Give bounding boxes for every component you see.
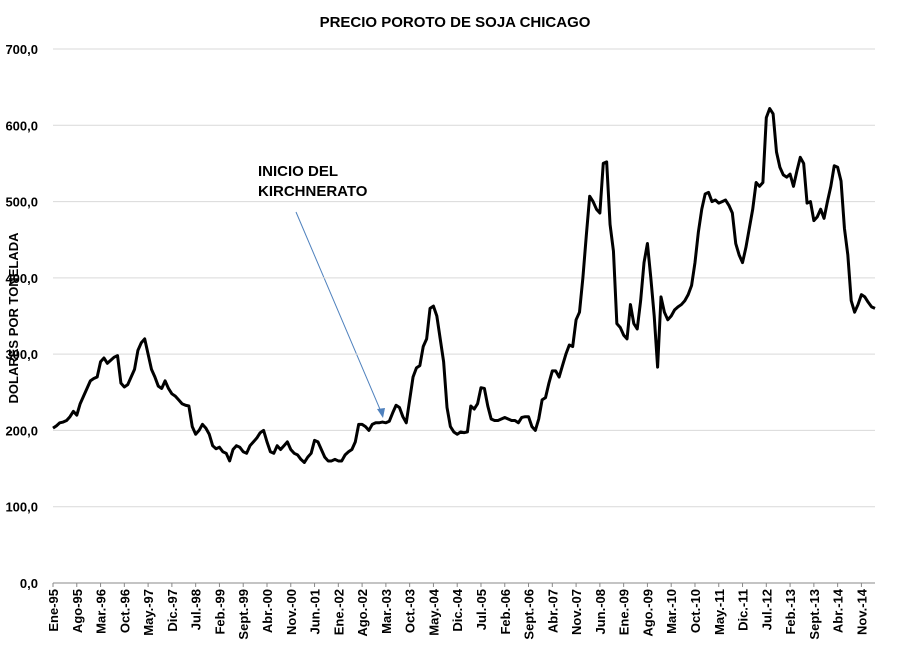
- x-tick-label: Nov.-07: [569, 589, 584, 635]
- x-tick-label: Ene-95: [46, 589, 61, 632]
- y-tick-label: 100,0: [5, 500, 38, 515]
- annotation: INICIO DEL KIRCHNERATO: [258, 163, 368, 200]
- x-tick-label: May.-04: [426, 588, 441, 635]
- chart-title: PRECIO POROTO DE SOJA CHICAGO: [320, 14, 591, 31]
- y-tick-label: 600,0: [5, 118, 38, 133]
- x-tick-label: Sept.-99: [236, 589, 251, 640]
- x-tick-label: Ene.-02: [331, 589, 346, 635]
- x-tick-label: Ago-95: [70, 589, 85, 633]
- annotation-arrow: [295, 211, 383, 415]
- y-tick-label: 300,0: [5, 347, 38, 362]
- y-tick-label: 200,0: [5, 423, 38, 438]
- x-tick-label: Sept.-06: [522, 589, 537, 640]
- y-axis-label: DOLARES POR TONELADA: [6, 232, 21, 404]
- x-tick-label: Dic.-11: [736, 589, 751, 631]
- x-tick-label: Jul.-05: [474, 589, 489, 630]
- annotation-line: KIRCHNERATO: [258, 183, 368, 200]
- y-tick-label: 700,0: [5, 42, 38, 57]
- x-tick-label: Abr.-07: [545, 589, 560, 633]
- x-tick-label: Nov.-14: [854, 588, 869, 635]
- x-tick-label: Jul.-12: [759, 589, 774, 630]
- arrow-head: [377, 408, 385, 418]
- x-tick-label: Dic.-97: [165, 589, 180, 632]
- x-tick-label: Mar.-96: [94, 589, 109, 634]
- x-tick-label: Jul.-98: [189, 589, 204, 630]
- x-tick-label: Mar.-10: [664, 589, 679, 634]
- y-tick-label: 400,0: [5, 271, 38, 286]
- x-tick-label: Mar.-03: [379, 589, 394, 634]
- x-tick-label: Oct.-03: [403, 589, 418, 633]
- x-tick-label: May.-11: [712, 589, 727, 635]
- y-tick-label: 500,0: [5, 195, 38, 210]
- x-tick-label: Sept.-13: [807, 589, 822, 640]
- x-tick-label: Feb.-06: [498, 589, 513, 635]
- annotation-line: INICIO DEL: [258, 163, 338, 180]
- x-tick-label: Jun.-08: [593, 589, 608, 635]
- x-tick-label: Feb.-99: [212, 589, 227, 635]
- x-tick-label: Jun.-01: [308, 589, 323, 635]
- x-tick-label: Ago.-02: [355, 589, 370, 637]
- x-tick-label: Abr.-14: [831, 588, 846, 633]
- x-tick-label: May.-97: [141, 589, 156, 636]
- x-tick-label: Ago.-09: [640, 589, 655, 637]
- x-tick-label: Oct.-10: [688, 589, 703, 633]
- line-series: [52, 107, 876, 464]
- x-tick-label: Dic.-04: [450, 588, 465, 631]
- x-tick-label: Ene.-09: [617, 589, 632, 635]
- x-tick-label: Abr.-00: [260, 589, 275, 633]
- y-tick-label: 0,0: [20, 576, 38, 591]
- x-tick-label: Oct.-96: [117, 589, 132, 633]
- x-tick-label: Feb.-13: [783, 589, 798, 635]
- x-tick-label: Nov.-00: [284, 589, 299, 635]
